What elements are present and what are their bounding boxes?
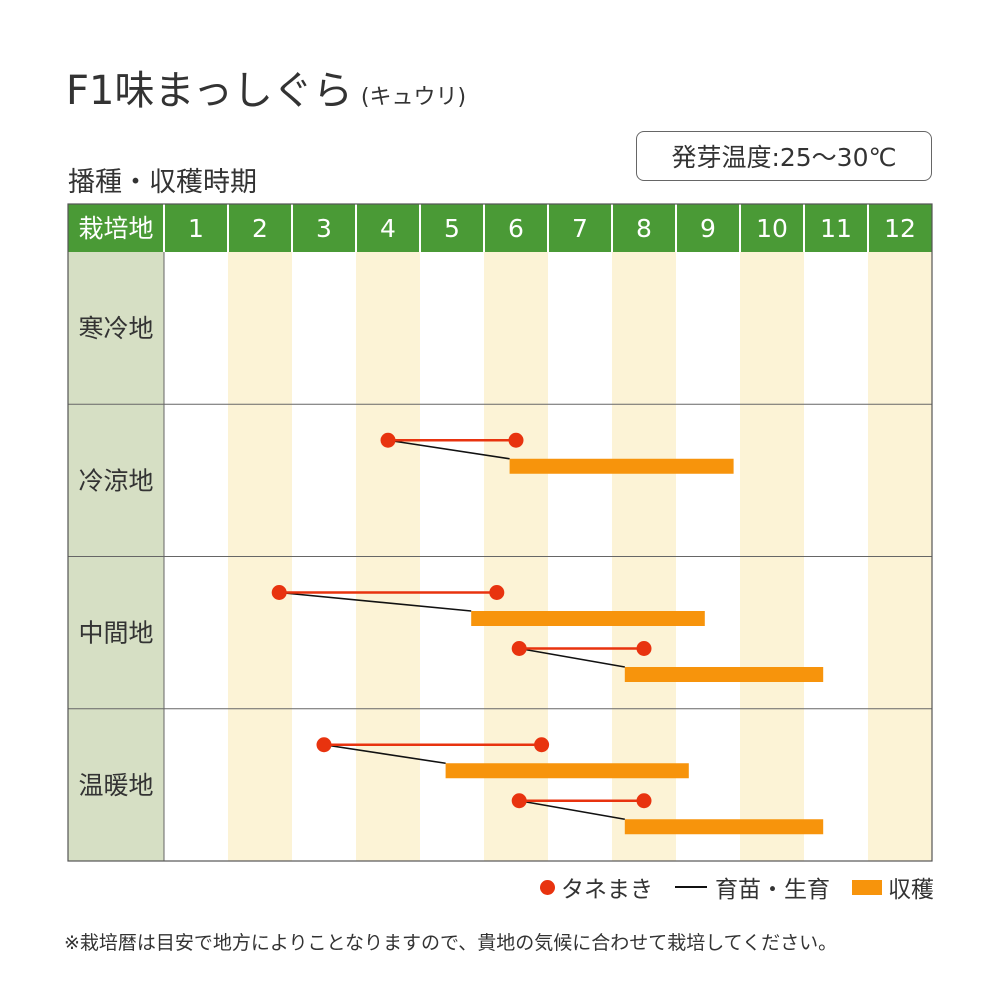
month-label: 7 bbox=[572, 214, 588, 243]
month-label: 10 bbox=[756, 214, 788, 243]
month-label: 4 bbox=[380, 214, 396, 243]
harvest-bar bbox=[509, 458, 734, 474]
month-label: 8 bbox=[636, 214, 652, 243]
sowing-end-dot bbox=[508, 432, 524, 448]
footnote: ※栽培暦は目安で地方によりことなりますので、貴地の気候に合わせて栽培してください… bbox=[64, 932, 838, 954]
section-title: 播種・収穫時期 bbox=[68, 167, 257, 198]
harvest-bar bbox=[445, 763, 689, 779]
harvest-bar bbox=[471, 611, 705, 626]
sowing-start-dot bbox=[316, 737, 332, 753]
germination-temp-box: 発芽温度:25〜30℃ bbox=[636, 131, 932, 181]
month-label: 12 bbox=[884, 214, 916, 243]
legend-seedling-label: 育苗・生育 bbox=[715, 877, 830, 903]
sowing-start-dot bbox=[380, 432, 396, 448]
title-sub: (キュウリ) bbox=[360, 85, 467, 110]
growth-line bbox=[387, 439, 510, 460]
title-main: F1味まっしぐら bbox=[66, 68, 353, 114]
region-label: 冷涼地 bbox=[78, 466, 153, 495]
month-label: 6 bbox=[508, 214, 524, 243]
growth-line bbox=[519, 799, 625, 821]
legend-sowing-label: タネまき bbox=[561, 877, 653, 903]
sowing-end-dot bbox=[534, 737, 550, 753]
sowing-start-dot bbox=[511, 641, 527, 656]
header-label: 栽培地 bbox=[78, 214, 153, 243]
month-label: 9 bbox=[700, 214, 716, 243]
month-label: 2 bbox=[252, 214, 268, 243]
region-label: 温暖地 bbox=[78, 771, 153, 800]
legend-sowing: タネまき bbox=[540, 870, 653, 904]
legend-seedling-line-icon bbox=[675, 886, 707, 888]
growth-line bbox=[279, 591, 472, 612]
legend-harvest-bar-icon bbox=[852, 879, 882, 895]
harvest-bar bbox=[624, 819, 824, 835]
chart-border bbox=[67, 203, 933, 862]
sowing-start-dot bbox=[511, 793, 527, 809]
growth-line bbox=[519, 647, 625, 668]
region-label: 寒冷地 bbox=[78, 314, 153, 343]
sowing-start-dot bbox=[271, 585, 287, 600]
month-label: 1 bbox=[188, 214, 204, 243]
legend-seedling: 育苗・生育 bbox=[675, 870, 830, 904]
sowing-end-dot bbox=[636, 641, 652, 656]
sowing-end-dot bbox=[636, 793, 652, 809]
harvest-bar bbox=[624, 667, 824, 682]
month-label: 11 bbox=[820, 214, 852, 243]
month-label: 3 bbox=[316, 214, 332, 243]
sowing-end-dot bbox=[489, 585, 505, 600]
legend-sowing-dot-icon bbox=[540, 879, 555, 895]
legend-harvest: 収穫 bbox=[852, 870, 934, 904]
chart-title: F1味まっしぐら (キュウリ) bbox=[66, 58, 466, 116]
month-label: 5 bbox=[444, 214, 460, 243]
legend-harvest-label: 収穫 bbox=[888, 877, 934, 903]
header-bar bbox=[68, 204, 932, 252]
region-label: 中間地 bbox=[78, 619, 153, 648]
germination-temp-text: 発芽温度:25〜30℃ bbox=[671, 143, 897, 172]
growth-line bbox=[323, 743, 446, 765]
legend: タネまき 育苗・生育 収穫 bbox=[510, 870, 934, 904]
